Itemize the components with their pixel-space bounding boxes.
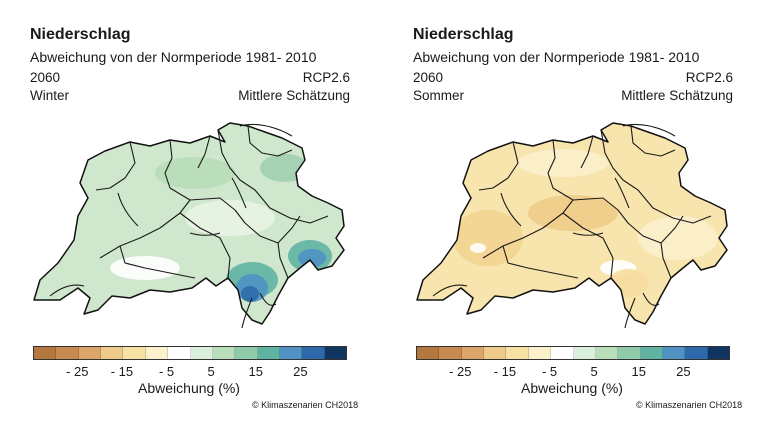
map-panel-winter: Niederschlag Abweichung von der Normperi… bbox=[30, 0, 380, 440]
copyright: © Klimaszenarien CH2018 bbox=[252, 400, 359, 410]
year-label: 2060 bbox=[30, 70, 61, 85]
precipitation-patches bbox=[453, 149, 718, 297]
patch-light-north bbox=[518, 149, 608, 177]
legend-swatch bbox=[168, 347, 191, 359]
map-title: Niederschlag bbox=[30, 26, 131, 43]
cantonal-lines bbox=[478, 125, 712, 279]
legend-swatch bbox=[190, 347, 213, 359]
legend-swatch bbox=[573, 347, 596, 359]
legend-tick: 25 bbox=[676, 364, 691, 379]
lake-outlines bbox=[432, 123, 676, 329]
legend-swatch bbox=[685, 347, 708, 359]
legend-swatch bbox=[145, 347, 169, 359]
lake-outlines bbox=[49, 123, 293, 329]
legend-swatch bbox=[235, 347, 258, 359]
legend-ticks: - 25 - 15 - 5 5 15 25 bbox=[416, 364, 728, 380]
legend-swatch bbox=[417, 347, 440, 359]
legend-swatch bbox=[302, 347, 325, 359]
patch-light-center bbox=[185, 200, 275, 236]
patch-green-north bbox=[155, 157, 235, 189]
map-title: Niederschlag bbox=[413, 26, 514, 43]
patch-green-ne bbox=[260, 154, 310, 182]
legend-tick: - 15 bbox=[493, 364, 517, 379]
legend-swatch bbox=[506, 347, 529, 359]
map-subtitle: Abweichung von der Normperiode 1981- 201… bbox=[413, 49, 700, 65]
legend-swatch bbox=[212, 347, 236, 359]
legend-tick: 5 bbox=[207, 364, 215, 379]
legend-swatch bbox=[662, 347, 686, 359]
legend-swatch bbox=[640, 347, 663, 359]
estimate-label: Mittlere Schätzung bbox=[238, 88, 350, 103]
legend-tick: 25 bbox=[293, 364, 308, 379]
patch-orange-ticino bbox=[608, 269, 648, 297]
legend-swatch bbox=[123, 347, 146, 359]
patch-blue-east bbox=[298, 249, 326, 267]
cantonal-lines bbox=[95, 125, 329, 279]
patch-darkblue-ticino bbox=[241, 286, 259, 302]
legend-swatch bbox=[461, 347, 485, 359]
legend-ticks: - 25 - 15 - 5 5 15 25 bbox=[33, 364, 345, 380]
scenario-label: RCP2.6 bbox=[685, 70, 733, 85]
legend-tick: 15 bbox=[631, 364, 646, 379]
legend-tick: 15 bbox=[248, 364, 263, 379]
legend-swatch bbox=[439, 347, 462, 359]
patch-orange-jura bbox=[453, 210, 523, 266]
map-subtitle: Abweichung von der Normperiode 1981- 201… bbox=[30, 49, 317, 65]
year-label: 2060 bbox=[413, 70, 444, 85]
legend-swatch bbox=[324, 347, 347, 359]
legend-swatch bbox=[618, 347, 641, 359]
legend-swatch bbox=[101, 347, 124, 359]
legend-swatch bbox=[595, 347, 619, 359]
legend-tick: - 25 bbox=[66, 364, 89, 379]
precipitation-patches bbox=[110, 154, 332, 302]
legend-label: Abweichung (%) bbox=[138, 380, 240, 396]
map-panel-summer: Niederschlag Abweichung von der Normperi… bbox=[413, 0, 760, 440]
legend-swatch bbox=[551, 347, 574, 359]
estimate-label: Mittlere Schätzung bbox=[621, 88, 733, 103]
color-legend bbox=[33, 346, 347, 360]
patch-white-west bbox=[470, 243, 486, 253]
legend-tick: - 5 bbox=[541, 364, 558, 379]
legend-tick: - 15 bbox=[110, 364, 134, 379]
legend-swatch bbox=[707, 347, 730, 359]
legend-swatch bbox=[78, 347, 102, 359]
legend-tick: 5 bbox=[590, 364, 598, 379]
legend-swatch bbox=[484, 347, 507, 359]
legend-swatch bbox=[257, 347, 280, 359]
legend-swatch bbox=[279, 347, 303, 359]
legend-swatch bbox=[56, 347, 79, 359]
legend-swatch bbox=[34, 347, 57, 359]
season-label: Sommer bbox=[413, 88, 465, 103]
legend-swatch bbox=[528, 347, 552, 359]
patch-light-east bbox=[638, 216, 718, 260]
switzerland-map bbox=[416, 122, 728, 329]
switzerland-map bbox=[33, 122, 345, 329]
legend-label: Abweichung (%) bbox=[521, 380, 623, 396]
color-legend bbox=[416, 346, 730, 360]
season-label: Winter bbox=[30, 88, 70, 103]
legend-tick: - 5 bbox=[158, 364, 175, 379]
scenario-label: RCP2.6 bbox=[302, 70, 350, 85]
copyright: © Klimaszenarien CH2018 bbox=[636, 400, 743, 410]
legend-tick: - 25 bbox=[449, 364, 472, 379]
